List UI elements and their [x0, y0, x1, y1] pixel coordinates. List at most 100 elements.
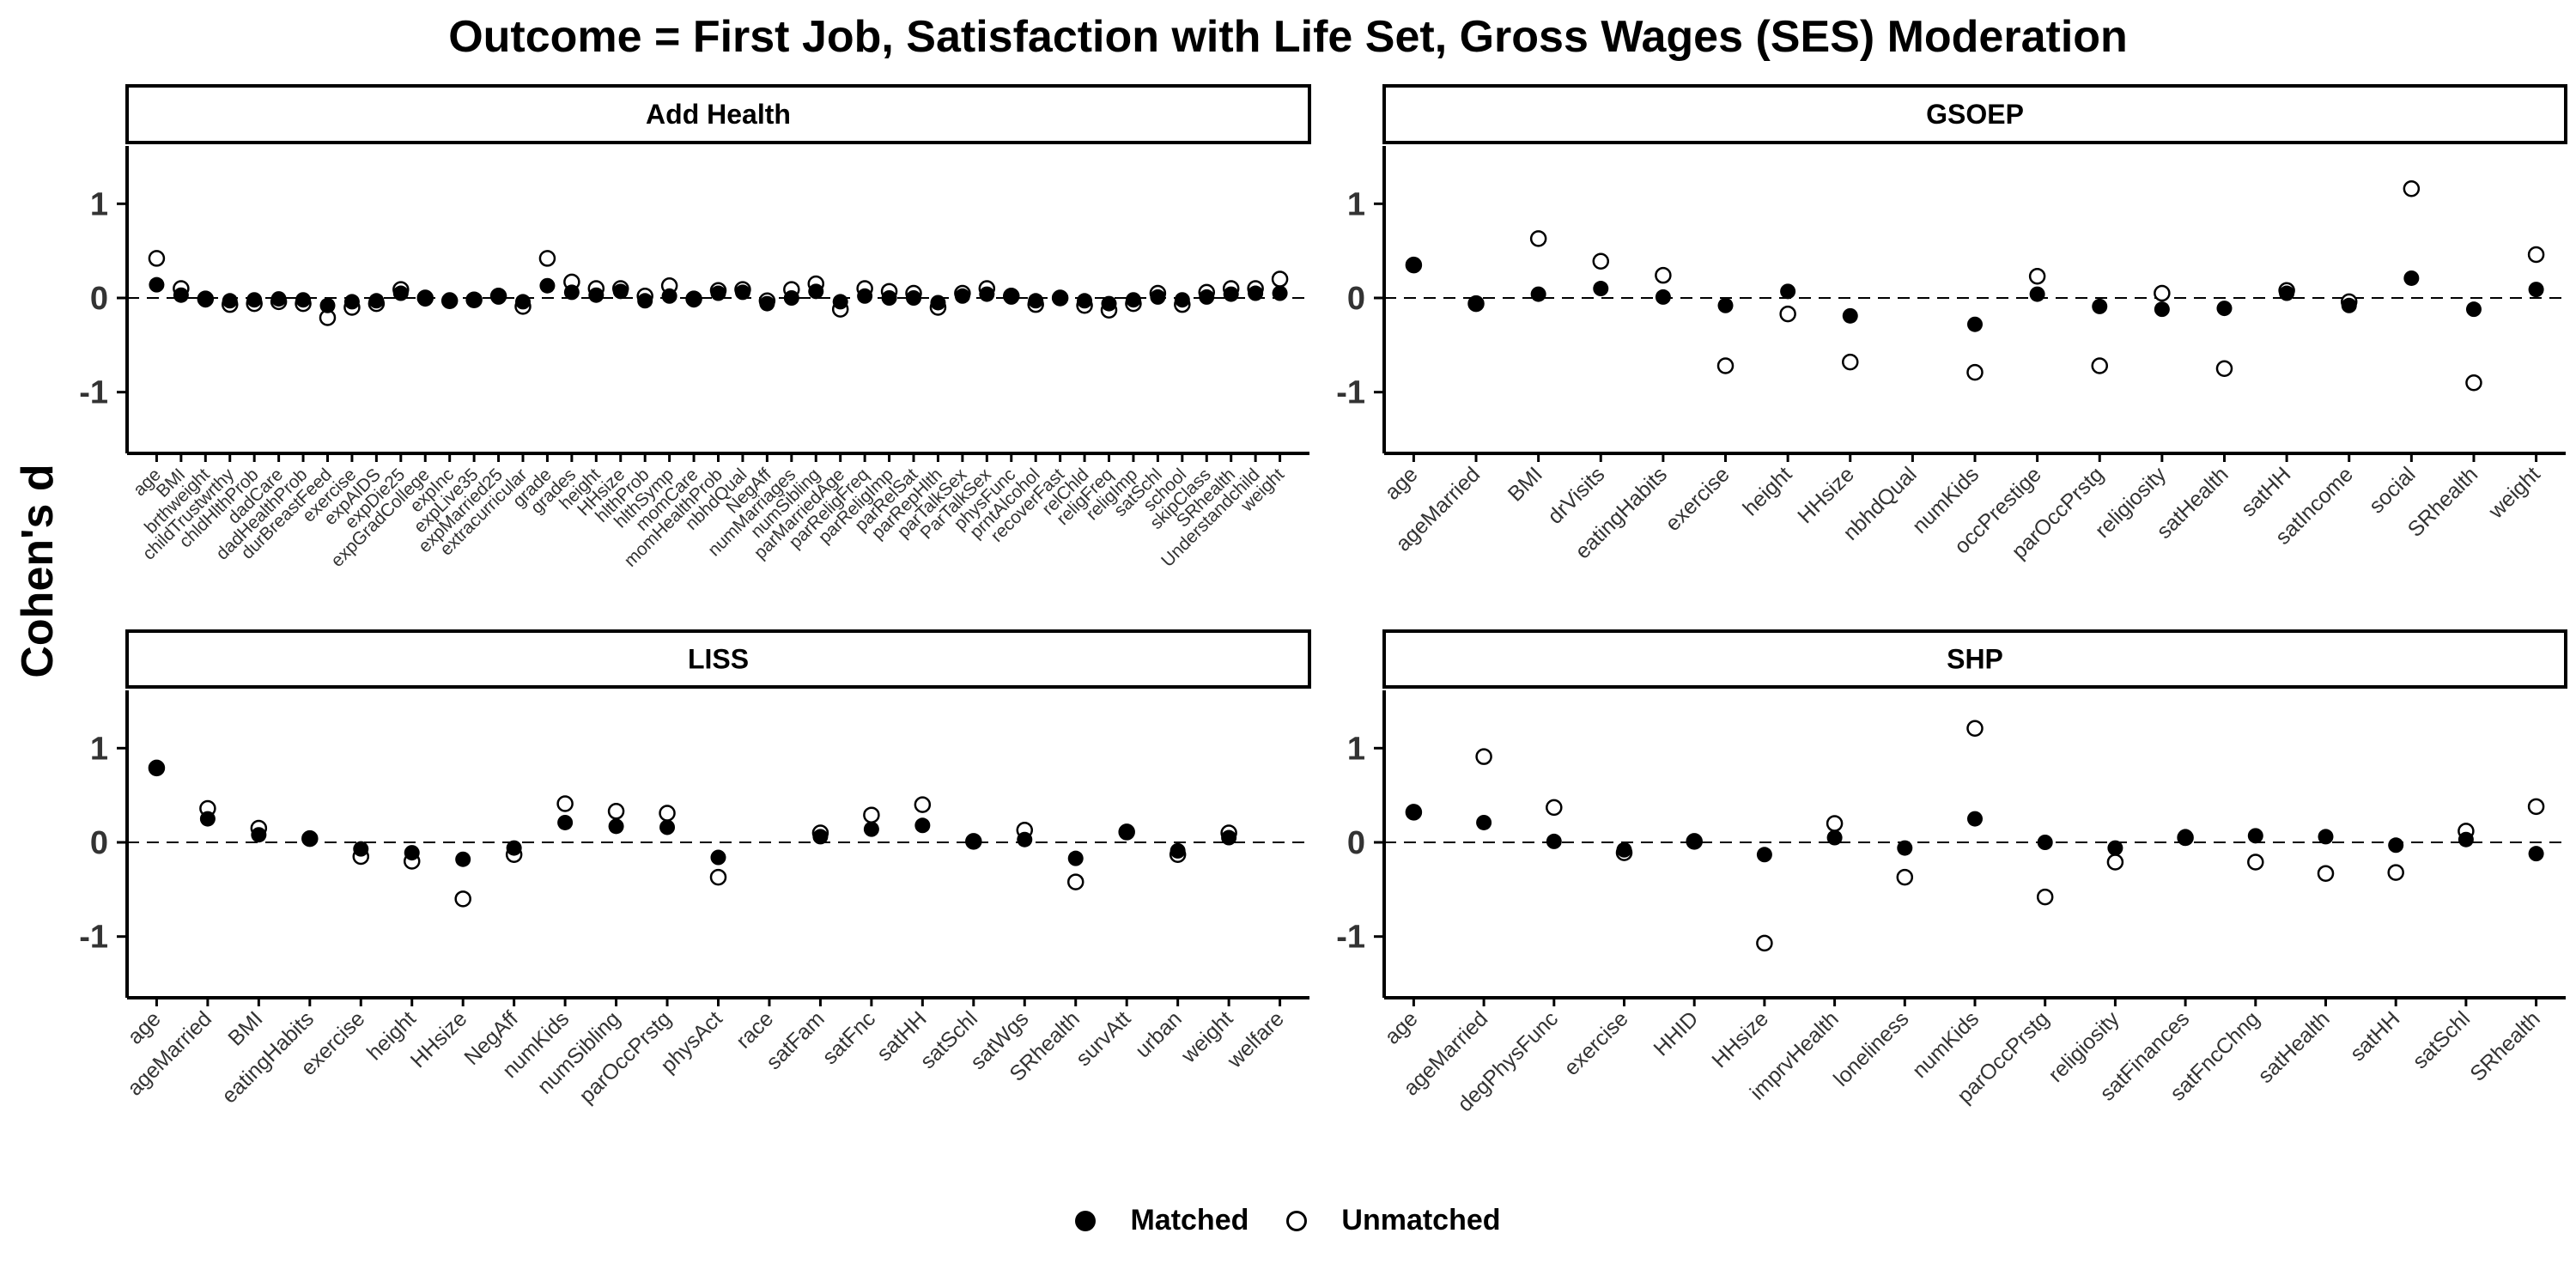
point-matched-physfunc — [1003, 289, 1019, 305]
point-unmatched-satfncchng — [2247, 854, 2264, 871]
point-matched-bmi — [173, 287, 189, 303]
x-tick-label: age — [123, 1006, 165, 1048]
x-tick-label: HHsize — [1707, 1006, 1773, 1072]
point-matched-numkids — [1967, 316, 1983, 332]
x-tick-label: BMI — [1504, 462, 1547, 506]
legend: Matched Unmatched — [0, 1204, 2576, 1237]
point-matched-grades — [563, 284, 580, 301]
point-matched-brthweight — [197, 292, 214, 308]
open-circle-icon — [1286, 1210, 1308, 1231]
point-unmatched-hhsize — [1842, 353, 1859, 371]
point-matched-school — [1174, 292, 1190, 308]
point-matched-bmi — [251, 827, 267, 843]
panel-add-health: Add Health-101ageBMIbrthweightchildTrust… — [79, 84, 1311, 571]
point-unmatched-weight — [2527, 246, 2545, 264]
point-matched-srhealth — [2465, 301, 2482, 318]
point-unmatched-numsibling — [607, 803, 625, 820]
point-matched-expgradcollege — [417, 291, 434, 307]
point-unmatched-occprestige — [2028, 268, 2046, 285]
point-matched-satfnc — [863, 821, 879, 837]
y-tick-label: -1 — [79, 375, 108, 411]
point-matched-childtrustwrthy — [222, 293, 238, 309]
x-tick-label: social — [2365, 462, 2421, 518]
point-unmatched-srhealth — [1066, 873, 1084, 890]
point-matched-parmarriedage — [832, 294, 848, 310]
point-matched-satschl — [1150, 289, 1166, 305]
point-matched-agemarried — [1476, 814, 1492, 830]
point-matched-exercise — [1717, 297, 1734, 313]
point-matched-paroccprstg — [659, 819, 676, 835]
point-matched-religiosity — [2154, 301, 2170, 318]
x-tick-label: height — [1738, 462, 1796, 520]
point-matched-physact — [710, 849, 726, 866]
point-matched-survatt — [1119, 823, 1135, 840]
point-matched-hhid — [1686, 833, 1703, 849]
point-matched-expaids — [368, 293, 385, 309]
point-matched-occprestige — [2029, 286, 2045, 302]
point-matched-sathh — [2279, 285, 2295, 301]
panel-title: LISS — [688, 644, 749, 675]
x-tick-label: exercise — [1559, 1006, 1633, 1080]
point-unmatched-age — [148, 250, 166, 267]
point-matched-satwgs — [1017, 831, 1033, 848]
x-tick-label: BMI — [223, 1006, 267, 1050]
x-tick-label: satHealth — [2253, 1006, 2334, 1087]
point-unmatched-eatinghabits — [1655, 266, 1672, 284]
point-matched-social — [2403, 270, 2420, 286]
point-matched-satfncchng — [2247, 828, 2263, 844]
point-matched-prntalcohol — [1028, 293, 1044, 309]
point-matched-relchld — [1077, 293, 1093, 309]
panel-strip — [125, 629, 1311, 689]
point-unmatched-numkids — [556, 795, 574, 812]
point-matched-paroccprstg — [2092, 298, 2108, 314]
panel-title: Add Health — [646, 99, 791, 130]
point-matched-nbhdqual — [734, 284, 750, 301]
chart-title: Outcome = First Job, Satisfaction with L… — [448, 12, 2128, 62]
point-matched-numkids — [1967, 811, 1983, 827]
y-tick-label: 1 — [90, 731, 108, 767]
point-unmatched-paroccprstg — [2091, 357, 2108, 374]
point-matched-degphysfunc — [1546, 833, 1562, 849]
filled-circle-icon — [1075, 1210, 1097, 1231]
x-tick-label: age — [1380, 1006, 1422, 1048]
point-matched-parreligfreq — [857, 288, 873, 304]
point-unmatched-numkids — [1966, 363, 1984, 381]
point-unmatched-sathh — [2387, 864, 2404, 881]
x-tick-label: race — [732, 1006, 778, 1053]
point-matched-exercise — [353, 841, 369, 857]
point-matched-sathh — [914, 817, 931, 834]
x-tick-label: weight — [2483, 462, 2545, 524]
point-matched-grade — [539, 277, 556, 294]
x-tick-label: welfare — [1222, 1006, 1288, 1072]
point-unmatched-religiosity — [2154, 284, 2171, 302]
point-matched-age — [149, 760, 165, 776]
point-matched-sathealth — [2216, 301, 2233, 317]
point-matched-expmarried25 — [490, 289, 507, 305]
point-matched-partalksex — [954, 288, 970, 304]
point-matched-exercise — [343, 294, 360, 310]
legend-label-unmatched: Unmatched — [1341, 1204, 1501, 1236]
point-unmatched-sathealth — [2317, 865, 2335, 882]
y-tick-label: -1 — [1336, 920, 1365, 956]
point-matched-expinc — [441, 292, 458, 308]
point-matched-expdie25 — [392, 285, 409, 301]
point-matched-age — [1406, 804, 1422, 820]
point-matched-nummarriages — [783, 290, 799, 306]
point-matched-satincome — [2341, 297, 2357, 313]
point-matched-urban — [1170, 842, 1186, 859]
x-tick-label: satFnc — [817, 1006, 880, 1069]
legend-item-unmatched: Unmatched — [1286, 1204, 1501, 1237]
y-tick-label: 1 — [1347, 731, 1365, 767]
point-unmatched-height — [1779, 305, 1796, 323]
point-unmatched-agemarried — [1475, 748, 1492, 765]
x-tick-label: HHsize — [406, 1006, 472, 1072]
point-unmatched-religiosity — [2106, 854, 2124, 871]
point-unmatched-weight — [1271, 270, 1289, 288]
point-matched-weight — [1272, 285, 1288, 301]
point-matched-dadhealthprob — [295, 292, 312, 308]
point-unmatched-hhsize — [454, 890, 471, 908]
point-matched-drvisits — [1593, 281, 1609, 297]
point-matched-age — [149, 276, 165, 293]
point-unmatched-physact — [709, 868, 727, 886]
